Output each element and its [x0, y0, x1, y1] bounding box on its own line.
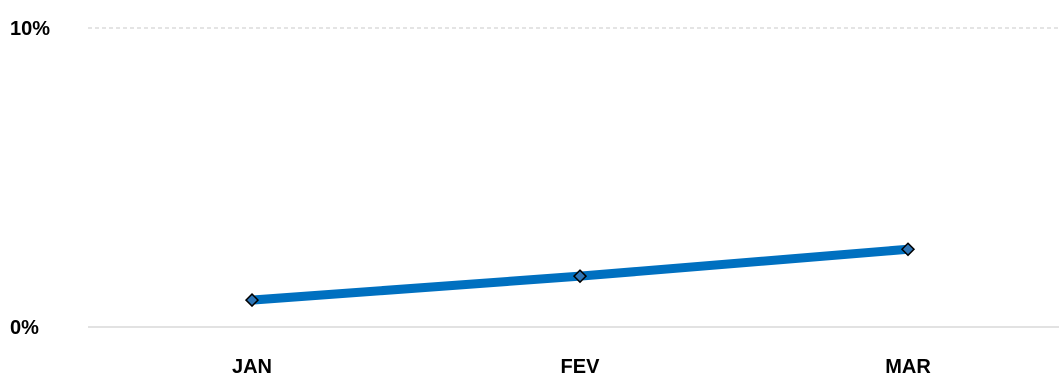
data-point-jan [244, 293, 260, 308]
x-tick-label-fev: FEV [561, 356, 601, 378]
data-point-mar [900, 242, 916, 257]
y-tick-label-0: 0% [10, 317, 39, 339]
x-tick-label-jan: JAN [232, 356, 272, 378]
series-layer [244, 242, 916, 308]
y-tick-label-1: 10% [10, 18, 50, 40]
data-point-fev [572, 269, 588, 284]
x-tick-label-mar: MAR [885, 356, 931, 378]
